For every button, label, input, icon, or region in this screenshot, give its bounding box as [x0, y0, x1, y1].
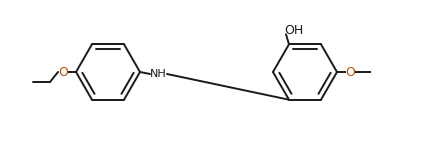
Text: OH: OH	[284, 24, 303, 37]
Text: O: O	[58, 66, 68, 78]
Text: O: O	[345, 66, 355, 78]
Text: NH: NH	[150, 69, 166, 79]
